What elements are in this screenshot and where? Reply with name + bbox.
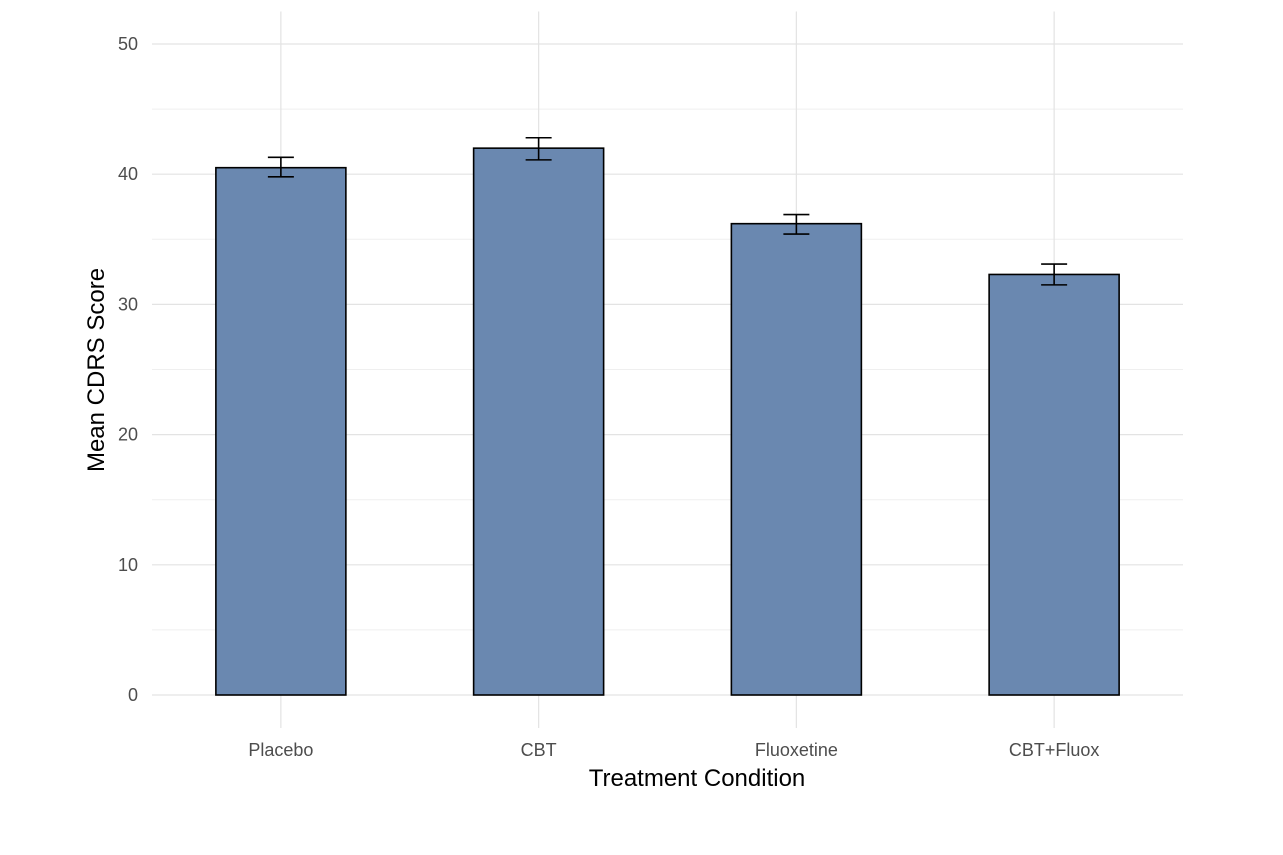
x-tick-label: Placebo <box>248 740 313 760</box>
x-tick-label: CBT+Fluox <box>1009 740 1100 760</box>
y-tick-label: 10 <box>118 555 138 575</box>
bars <box>215 147 1120 696</box>
x-axis-title: Treatment Condition <box>589 765 806 792</box>
bar-placebo <box>215 166 347 696</box>
y-axis-title: Mean CDRS Score <box>83 268 110 472</box>
y-tick-label: 20 <box>118 425 138 445</box>
y-tick-label: 0 <box>128 685 138 705</box>
y-axis-tick-labels: 0 10 20 30 40 50 <box>118 34 138 705</box>
y-tick-label: 40 <box>118 164 138 184</box>
x-axis-tick-labels: Placebo CBT Fluoxetine CBT+Fluox <box>248 740 1099 760</box>
x-tick-label: CBT <box>521 740 557 760</box>
y-tick-label: 30 <box>118 294 138 314</box>
x-tick-label: Fluoxetine <box>755 740 838 760</box>
bar-cbt-fluox <box>988 273 1120 696</box>
bar-fluoxetine <box>730 222 863 696</box>
bar-cbt <box>472 147 605 696</box>
error-bars <box>267 136 1068 286</box>
y-tick-label: 50 <box>118 34 138 54</box>
